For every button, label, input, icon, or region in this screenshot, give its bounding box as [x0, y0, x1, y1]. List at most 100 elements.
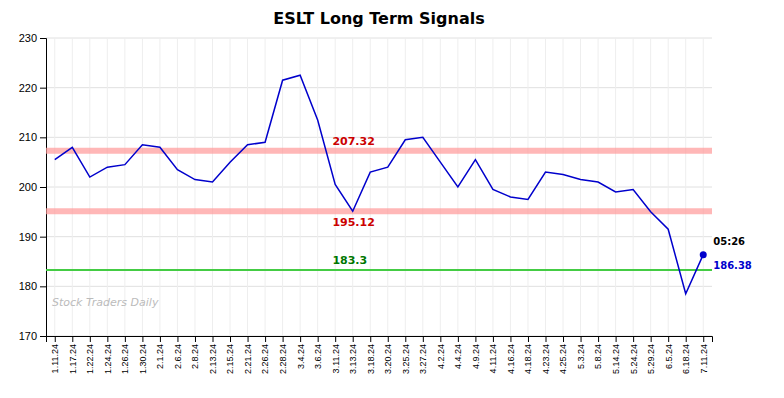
y-tick-mark: [40, 38, 46, 39]
x-tick: 3.13.24: [348, 336, 358, 374]
x-axis-line: [47, 337, 713, 343]
horizontal-line-label: 207.32: [332, 135, 374, 148]
horizontal-line: [46, 148, 712, 154]
y-tick-label: 170: [19, 330, 37, 342]
x-tick-label: 3.13.24: [348, 344, 358, 374]
x-tick: 2.1.24: [155, 336, 165, 369]
y-tick: 170: [19, 330, 46, 342]
x-grid-line: [247, 38, 248, 336]
x-tick: 1.11.24: [50, 336, 60, 373]
marks: [46, 75, 712, 294]
last-point-marker: [700, 251, 707, 258]
x-tick-mark: [668, 336, 669, 342]
y-tick-label: 180: [19, 280, 37, 292]
x-tick: 1.26.24: [120, 336, 130, 374]
x-tick: 2.6.24: [173, 336, 183, 369]
y-axis-line: [40, 39, 47, 337]
x-tick: 2.21.24: [243, 336, 253, 374]
x-tick-mark: [616, 336, 617, 342]
horizontal-line-label: 195.12: [332, 216, 374, 229]
x-tick: 2.15.24: [225, 336, 235, 374]
x-tick: 4.23.24: [541, 336, 551, 374]
y-tick: 210: [19, 131, 46, 143]
x-tick-label: 1.22.24: [85, 344, 95, 374]
x-grid-line: [492, 38, 493, 336]
x-tick-label: 6.18.24: [681, 344, 691, 374]
x-grid-line: [633, 38, 634, 336]
x-tick: 3.20.24: [383, 336, 393, 374]
x-grid-line: [405, 38, 406, 336]
watermark: Stock Traders Daily: [52, 296, 159, 309]
x-tick: 3.27.24: [418, 336, 428, 374]
y-grid-line: [46, 87, 712, 88]
x-grid-line: [54, 38, 55, 336]
x-tick: 5.3.24: [576, 336, 586, 369]
x-tick: 2.13.24: [208, 336, 218, 374]
x-grid-line: [387, 38, 388, 336]
y-tick-mark: [40, 237, 46, 238]
x-tick: 1.22.24: [85, 336, 95, 374]
x-tick: 4.9.24: [471, 336, 481, 369]
x-tick-label: 4.23.24: [541, 344, 551, 374]
y-tick-mark: [40, 187, 46, 188]
x-tick-label: 5.24.24: [629, 344, 639, 374]
x-tick-label: 3.4.24: [296, 344, 306, 369]
chart: 1701801902002102202301.11.241.17.241.22.…: [0, 0, 784, 398]
x-tick-mark: [107, 336, 108, 342]
x-tick-mark: [318, 336, 319, 342]
x-tick: 6.5.24: [664, 336, 674, 369]
x-tick-label: 2.21.24: [243, 344, 253, 374]
x-tick-label: 2.28.24: [278, 344, 288, 374]
x-tick-mark: [440, 336, 441, 342]
x-tick-mark: [388, 336, 389, 342]
y-grid-line: [46, 137, 712, 138]
x-tick-label: 5.3.24: [576, 344, 586, 369]
x-tick-mark: [475, 336, 476, 342]
x-tick-label: 4.11.24: [488, 344, 498, 373]
x-tick: 1.17.24: [68, 336, 78, 374]
x-tick-mark: [265, 336, 266, 342]
x-tick: 4.18.24: [523, 336, 533, 374]
x-tick: 4.11.24: [488, 336, 498, 373]
x-tick-mark: [213, 336, 214, 342]
x-tick-label: 2.26.24: [260, 344, 270, 374]
x-tick-label: 6.5.24: [664, 344, 674, 369]
x-grid-line: [598, 38, 599, 336]
x-tick-mark: [546, 336, 547, 342]
y-grid-line: [46, 286, 712, 287]
x-tick-mark: [335, 336, 336, 342]
x-tick-mark: [300, 336, 301, 342]
x-tick: 5.8.24: [593, 336, 603, 369]
x-tick-label: 3.20.24: [383, 344, 393, 374]
x-tick: 1.30.24: [138, 336, 148, 374]
x-tick-mark: [598, 336, 599, 342]
x-tick-label: 4.18.24: [523, 344, 533, 374]
x-tick-mark: [160, 336, 161, 342]
x-grid-line: [300, 38, 301, 336]
x-tick-mark: [423, 336, 424, 342]
grid: [46, 38, 712, 336]
x-tick-label: 5.8.24: [593, 344, 603, 369]
x-grid-line: [212, 38, 213, 336]
horizontal-line-label: 183.3: [332, 254, 367, 267]
last-point-label: 186.38: [713, 260, 752, 271]
x-tick: 3.4.24: [296, 336, 306, 369]
x-tick-mark: [405, 336, 406, 342]
x-tick-label: 2.1.24: [155, 344, 165, 369]
x-tick: 3.25.24: [401, 336, 411, 374]
x-tick: 4.4.24: [453, 336, 463, 369]
y-tick-label: 210: [19, 131, 37, 143]
y-tick-mark: [40, 88, 46, 89]
x-tick: 5.29.24: [646, 336, 656, 374]
x-tick: 4.16.24: [506, 336, 516, 374]
x-tick-mark: [125, 336, 126, 342]
x-tick: 3.18.24: [366, 336, 376, 374]
x-tick-mark: [353, 336, 354, 342]
x-tick-label: 1.17.24: [68, 344, 78, 374]
x-tick-label: 5.29.24: [646, 344, 656, 374]
title: ESLT Long Term Signals: [273, 9, 485, 28]
y-tick-mark: [40, 336, 46, 337]
x-grid-line: [545, 38, 546, 336]
x-tick-label: 1.26.24: [120, 344, 130, 374]
x-grid-line: [194, 38, 195, 336]
